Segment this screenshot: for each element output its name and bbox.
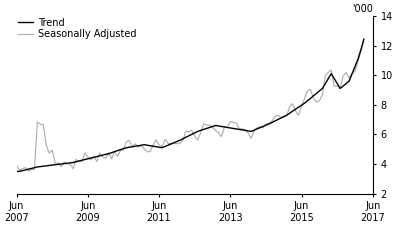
Line: Seasonally Adjusted: Seasonally Adjusted: [17, 42, 364, 171]
Text: '000: '000: [352, 4, 373, 14]
Line: Trend: Trend: [17, 39, 364, 171]
Legend: Trend, Seasonally Adjusted: Trend, Seasonally Adjusted: [19, 18, 137, 39]
